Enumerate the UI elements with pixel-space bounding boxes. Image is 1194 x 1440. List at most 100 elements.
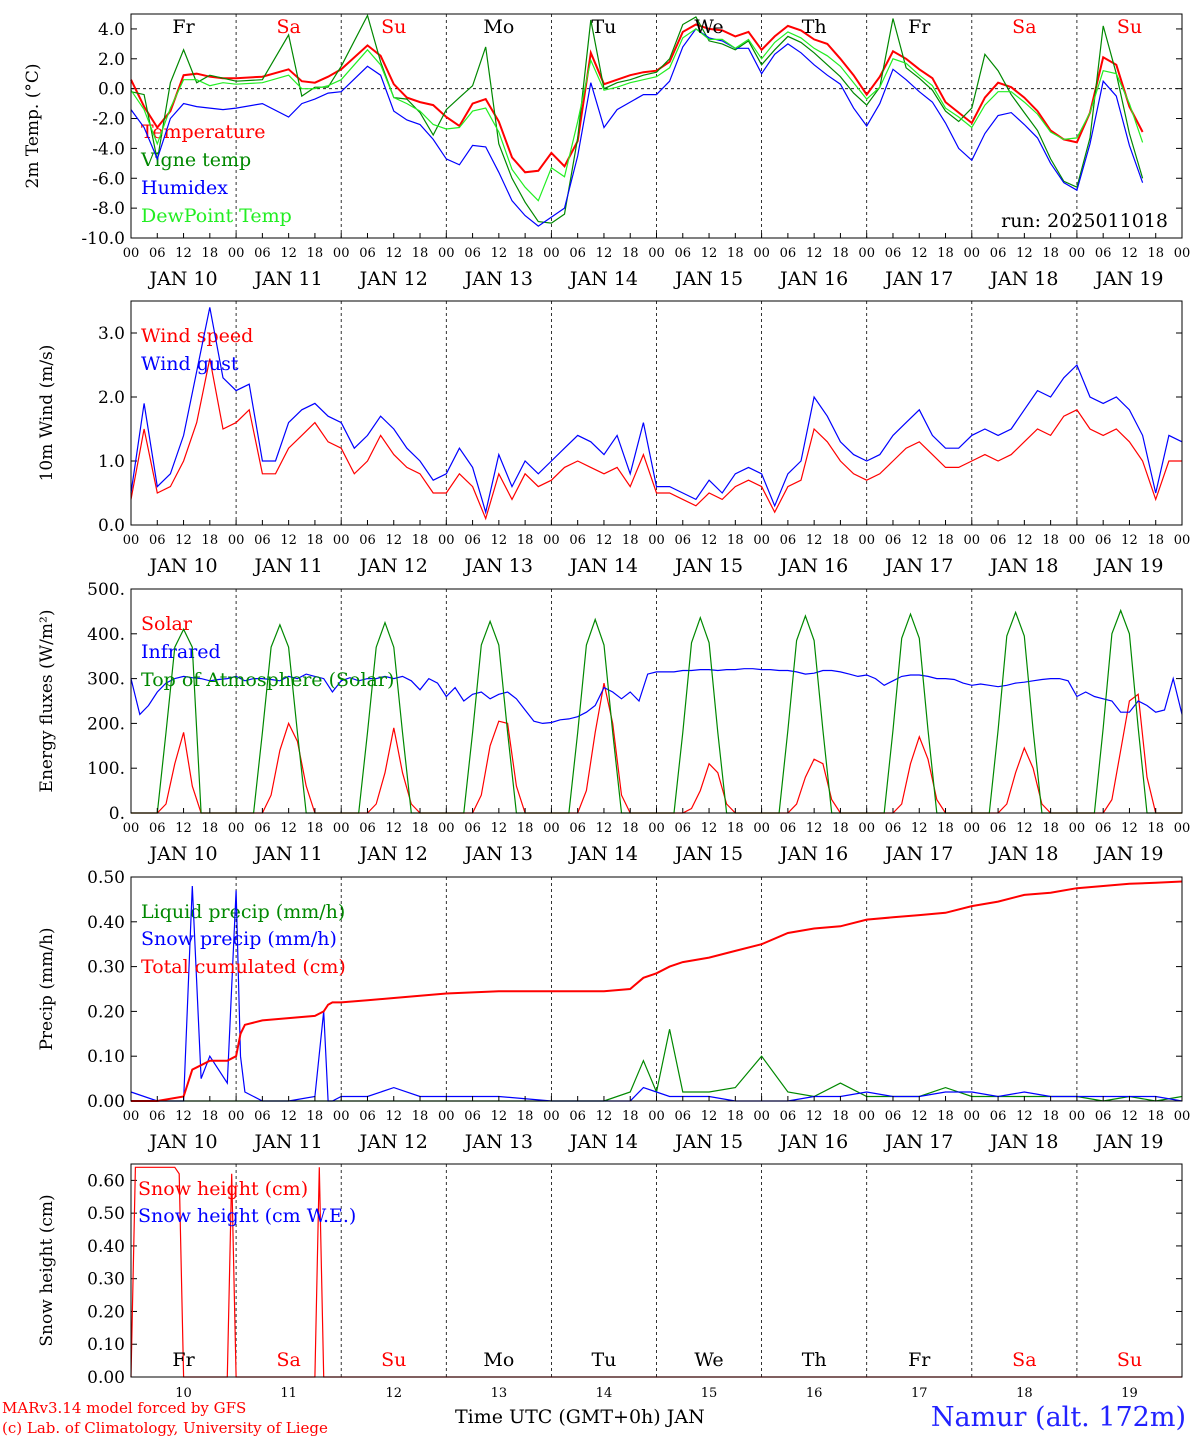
hour-tick-label: 06 <box>149 821 166 836</box>
hour-tick-label: 12 <box>806 821 823 836</box>
hour-tick-label: 00 <box>964 246 981 261</box>
legend-entry: Humidex <box>141 177 228 199</box>
hour-tick-label: 00 <box>543 246 560 261</box>
date-label: JAN 19 <box>1093 268 1163 290</box>
series-line-temperature <box>130 23 1144 174</box>
legend-entry: Temperature <box>141 121 265 143</box>
day-number-label: 14 <box>596 1386 613 1401</box>
hour-tick-label: 18 <box>832 533 849 548</box>
hour-tick-label: 12 <box>385 533 402 548</box>
hour-tick-label: 00 <box>964 533 981 548</box>
date-label: JAN 11 <box>253 555 323 577</box>
date-label: JAN 17 <box>883 268 953 290</box>
hour-tick-label: 18 <box>937 821 954 836</box>
hour-tick-label: 12 <box>701 1109 718 1124</box>
y-tick-label: 1.0 <box>98 452 125 472</box>
hour-tick-label: 18 <box>202 1109 219 1124</box>
hour-tick-label: 06 <box>1095 1109 1112 1124</box>
legend-entry: DewPoint Temp <box>141 205 292 227</box>
hour-tick-label: 12 <box>385 1109 402 1124</box>
hour-tick-label: 18 <box>937 246 954 261</box>
site-label: Namur (alt. 172m) <box>930 1402 1186 1433</box>
hour-tick-label: 12 <box>596 246 613 261</box>
hour-tick-label: 06 <box>990 533 1007 548</box>
date-label: JAN 19 <box>1093 843 1163 865</box>
series-line-infrared <box>130 668 1183 725</box>
hour-tick-label: 00 <box>858 821 875 836</box>
hour-tick-label: 00 <box>123 246 140 261</box>
hour-tick-label: 00 <box>1174 533 1191 548</box>
hour-tick-label: 06 <box>569 246 586 261</box>
hour-tick-label: 18 <box>1147 821 1164 836</box>
date-label: JAN 14 <box>568 1131 638 1153</box>
hour-tick-label: 12 <box>1016 1109 1033 1124</box>
legend-entry: Top of Atmosphere (Solar) <box>141 669 394 691</box>
date-label: JAN 18 <box>988 268 1058 290</box>
y-tick-label: 3.0 <box>98 324 125 344</box>
hour-tick-label: 12 <box>701 246 718 261</box>
weekday-label: Th <box>802 16 827 38</box>
hour-tick-label: 00 <box>1174 821 1191 836</box>
hour-tick-label: 18 <box>517 1109 534 1124</box>
y-tick-label: 0.10 <box>87 1047 125 1067</box>
weekday-label: We <box>694 16 723 38</box>
date-label: JAN 13 <box>463 843 533 865</box>
hour-tick-label: 12 <box>385 821 402 836</box>
y-axis-label: Energy fluxes (W/m²) <box>37 610 57 793</box>
hour-tick-label: 00 <box>964 821 981 836</box>
day-number-label: 15 <box>701 1386 718 1401</box>
day-number-label: 12 <box>385 1386 402 1401</box>
hour-tick-label: 06 <box>885 533 902 548</box>
hour-tick-label: 00 <box>753 1109 770 1124</box>
hour-tick-label: 18 <box>412 246 429 261</box>
hour-tick-label: 00 <box>1174 1109 1191 1124</box>
date-label: JAN 16 <box>778 268 848 290</box>
legend-entry: Liquid precip (mm/h) <box>141 901 345 923</box>
day-number-label: 10 <box>175 1386 192 1401</box>
hour-tick-label: 18 <box>307 821 324 836</box>
hour-tick-label: 06 <box>149 533 166 548</box>
hour-tick-label: 18 <box>727 246 744 261</box>
hour-tick-label: 18 <box>727 533 744 548</box>
hour-tick-label: 06 <box>780 1109 797 1124</box>
hour-tick-label: 00 <box>1069 246 1086 261</box>
hour-tick-label: 12 <box>806 1109 823 1124</box>
hour-tick-label: 06 <box>885 1109 902 1124</box>
y-tick-label: 0. <box>109 804 125 824</box>
hour-tick-label: 18 <box>307 533 324 548</box>
date-label: JAN 10 <box>147 1131 217 1153</box>
hour-tick-label: 00 <box>753 821 770 836</box>
hour-tick-label: 00 <box>1069 821 1086 836</box>
day-number-label: 11 <box>280 1386 297 1401</box>
date-label: JAN 14 <box>568 555 638 577</box>
hour-tick-label: 18 <box>307 246 324 261</box>
hour-tick-label: 06 <box>254 246 271 261</box>
hour-tick-label: 06 <box>464 533 481 548</box>
lab-credit: (c) Lab. of Climatology, University of L… <box>2 1419 328 1437</box>
hour-tick-label: 12 <box>701 821 718 836</box>
date-label: JAN 18 <box>988 843 1058 865</box>
hour-tick-label: 18 <box>1042 1109 1059 1124</box>
hour-tick-label: 06 <box>675 533 692 548</box>
date-label: JAN 11 <box>253 1131 323 1153</box>
hour-tick-label: 00 <box>123 821 140 836</box>
hour-tick-label: 06 <box>675 1109 692 1124</box>
date-label: JAN 13 <box>463 1131 533 1153</box>
hour-tick-label: 00 <box>648 533 665 548</box>
hour-tick-label: 18 <box>1042 821 1059 836</box>
series-line-wind-speed <box>130 358 1182 521</box>
hour-tick-label: 18 <box>1147 533 1164 548</box>
hour-tick-label: 12 <box>596 533 613 548</box>
hour-tick-label: 06 <box>1095 246 1112 261</box>
weekday-label: Tu <box>591 16 616 38</box>
date-label: JAN 10 <box>147 268 217 290</box>
panel-4: 0.00 0.10 0.20 0.30 0.40 0.50 Precip (mm/h) Liq… <box>37 868 1190 1153</box>
hour-tick-label: 12 <box>385 246 402 261</box>
hour-tick-label: 06 <box>359 1109 376 1124</box>
hour-tick-label: 18 <box>622 533 639 548</box>
date-label: JAN 19 <box>1093 1131 1163 1153</box>
hour-tick-label: 12 <box>280 1109 297 1124</box>
hour-tick-label: 06 <box>464 821 481 836</box>
hour-tick-label: 00 <box>1069 1109 1086 1124</box>
hour-tick-label: 06 <box>254 1109 271 1124</box>
